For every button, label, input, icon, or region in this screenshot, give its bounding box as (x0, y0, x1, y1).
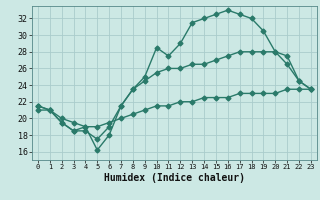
X-axis label: Humidex (Indice chaleur): Humidex (Indice chaleur) (104, 173, 245, 183)
